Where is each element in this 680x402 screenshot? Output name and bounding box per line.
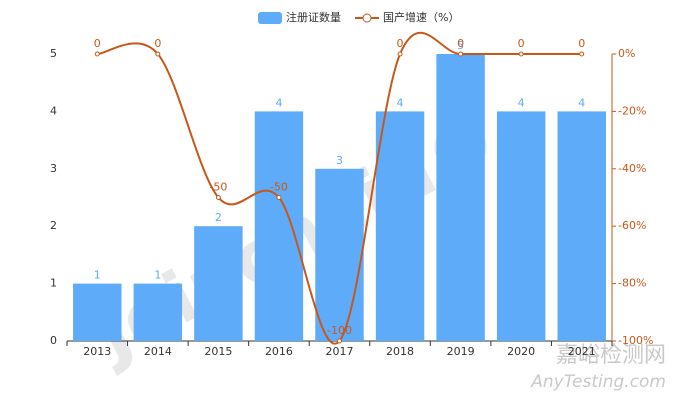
bar: [73, 283, 122, 341]
value-label: 4: [518, 96, 525, 109]
x-tick-label: 2013: [83, 345, 111, 358]
value-label: 4: [578, 96, 585, 109]
line-point: [215, 195, 221, 200]
value-label: 5: [457, 39, 464, 52]
bar: [315, 168, 364, 341]
line-point: [94, 51, 100, 57]
x-tick-label: 2021: [568, 345, 596, 358]
bar: [133, 283, 183, 341]
line-point: [397, 51, 403, 57]
y-tick-label: 2: [50, 219, 57, 232]
x-tick-label: 2017: [326, 345, 354, 358]
value-label: 2: [215, 211, 222, 224]
y-tick-label: 4: [50, 104, 57, 117]
value-label: 0: [578, 37, 585, 50]
y2-tick-label: -20%: [618, 104, 646, 117]
legend-label: 国产增速（%）: [383, 10, 459, 24]
y2-tick-label: -40%: [618, 162, 646, 175]
x-tick-label: 2016: [265, 345, 293, 358]
line-point: [337, 338, 342, 344]
x-tick-label: 2014: [144, 345, 172, 358]
value-label: 4: [397, 96, 404, 109]
y2-tick-label: -100%: [618, 334, 653, 347]
line-point: [518, 51, 524, 57]
line-point: [276, 195, 282, 200]
x-tick-label: 2019: [447, 345, 475, 358]
value-label: 3: [336, 154, 343, 167]
value-label: -100: [327, 324, 352, 337]
x-tick-label: 2018: [386, 345, 414, 358]
value-label: 1: [94, 269, 101, 282]
line-point: [155, 51, 161, 57]
legend-label: 注册证数量: [286, 10, 341, 24]
value-label: 0: [94, 37, 101, 50]
value-label: -50: [270, 181, 288, 194]
watermark: 嘉峪检测网: [556, 343, 666, 368]
value-label: 0: [397, 37, 404, 50]
bar: [375, 111, 425, 342]
bar: [496, 111, 546, 342]
value-label: 0: [154, 37, 161, 50]
bar: [436, 54, 485, 341]
line-point: [579, 51, 585, 57]
value-label: 0: [457, 37, 464, 50]
y-tick-label: 5: [50, 47, 57, 60]
y-tick-label: 1: [50, 277, 57, 290]
value-label: 1: [154, 269, 161, 282]
y-tick-label: 3: [50, 162, 57, 175]
y2-tick-label: -80%: [618, 277, 646, 290]
value-label: -50: [209, 181, 227, 194]
value-label: 4: [275, 96, 282, 109]
x-tick-label: 2020: [507, 345, 535, 358]
bar: [557, 111, 606, 342]
value-label: 0: [518, 37, 525, 50]
x-tick-label: 2015: [204, 345, 232, 358]
bar: [194, 226, 243, 341]
y2-tick-label: -60%: [618, 219, 646, 232]
y2-tick-label: 0%: [618, 47, 635, 60]
bar: [254, 111, 304, 342]
watermark: AnyTesting.com: [530, 372, 666, 392]
legend-swatch: [258, 12, 282, 24]
y-tick-label: 0: [50, 334, 57, 347]
line-point: [458, 51, 464, 57]
legend-swatch: [362, 13, 372, 23]
